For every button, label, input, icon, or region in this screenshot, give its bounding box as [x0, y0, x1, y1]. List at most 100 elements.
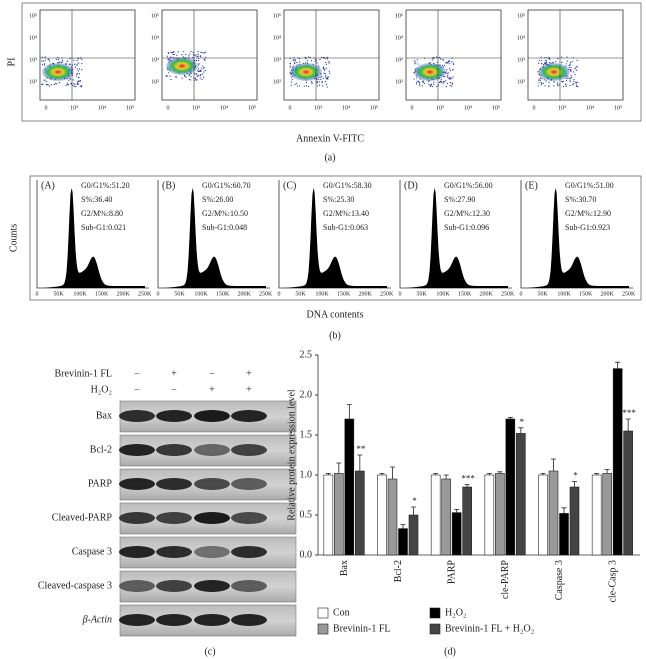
- event-dot: [417, 80, 419, 82]
- legend-label: Con: [333, 607, 350, 618]
- event-dot: [441, 59, 443, 61]
- event-dot: [548, 85, 550, 87]
- event-dot: [452, 62, 454, 64]
- event-dot: [575, 81, 577, 83]
- blot-band: [119, 512, 155, 524]
- y-tick-label: 10²: [29, 79, 37, 85]
- event-dot: [165, 75, 168, 77]
- event-dot: [188, 74, 190, 76]
- event-dot: [170, 56, 172, 58]
- blot-band: [231, 444, 267, 456]
- event-dot: [570, 75, 572, 77]
- event-dot: [57, 62, 59, 64]
- bar: [505, 418, 516, 556]
- scatter-plot: [283, 9, 380, 101]
- event-dot: [204, 69, 206, 72]
- event-dot: [328, 61, 330, 63]
- event-dot: [574, 68, 576, 70]
- y-tick-label: 10⁵: [395, 13, 403, 19]
- bar: [398, 528, 408, 556]
- event-dot: [327, 78, 329, 80]
- bar: [516, 433, 526, 556]
- event-dot: [197, 55, 199, 57]
- error-bar: [379, 473, 385, 475]
- event-dot: [318, 78, 320, 81]
- event-dot: [573, 80, 575, 83]
- event-dot: [61, 61, 64, 63]
- histogram: [43, 188, 145, 288]
- event-dot: [199, 55, 202, 57]
- treatment-sign: −: [134, 384, 140, 395]
- event-dot: [577, 86, 579, 88]
- event-dot: [181, 54, 183, 56]
- event-dot: [451, 85, 453, 87]
- event-dot: [415, 61, 417, 64]
- event-dot: [443, 81, 445, 83]
- event-dot: [195, 79, 198, 81]
- error-bar: [518, 427, 524, 434]
- event-dot: [42, 83, 44, 85]
- event-dot: [188, 78, 190, 81]
- event-dot: [76, 63, 78, 65]
- event-dot: [417, 63, 419, 65]
- event-dot: [321, 82, 323, 84]
- event-dot: [575, 67, 577, 69]
- x-tick-label: 50K: [53, 291, 64, 297]
- x-axis-label: Annexin V-FITC: [296, 133, 364, 144]
- event-dot: [73, 85, 75, 87]
- event-dot: [324, 76, 327, 78]
- event-dot: [567, 76, 569, 78]
- event-dot: [414, 63, 416, 65]
- event-dot: [429, 84, 431, 86]
- event-dot: [574, 74, 576, 76]
- x-tick-label: 10⁴: [342, 105, 350, 111]
- event-dot: [195, 73, 197, 75]
- event-dot: [431, 59, 433, 61]
- bar: [591, 474, 602, 556]
- event-dot: [171, 51, 173, 54]
- event-dot: [421, 85, 424, 87]
- event-dot: [59, 61, 61, 63]
- blot-band: [194, 478, 230, 490]
- error-bar: [411, 506, 416, 515]
- event-dot: [76, 64, 78, 66]
- panel-a-frame: [21, 2, 642, 122]
- event-dot: [570, 67, 572, 69]
- event-dot: [562, 86, 565, 88]
- event-dot: [556, 83, 559, 85]
- event-dot: [294, 63, 296, 65]
- event-dot: [68, 79, 70, 81]
- event-dot: [72, 84, 74, 86]
- x-tick-label: 10³: [314, 105, 322, 111]
- legend-swatch: [429, 623, 441, 635]
- y-tick-label: 0.0: [300, 549, 313, 560]
- event-dot: [324, 73, 327, 75]
- event-dot: [78, 62, 80, 64]
- event-dot: [81, 63, 83, 65]
- event-dot: [569, 69, 571, 71]
- stat-text: Sub-G1:0.063: [323, 223, 368, 232]
- bar: [355, 470, 365, 556]
- event-dot: [416, 77, 418, 79]
- event-dot: [197, 70, 200, 73]
- event-dot: [544, 85, 546, 87]
- x-tick-label: 50K: [174, 291, 185, 297]
- event-dot: [576, 59, 578, 61]
- error-bar: [551, 458, 556, 471]
- event-dot: [445, 86, 447, 88]
- x-tick-label: cle-PARP: [500, 560, 511, 600]
- blot-band: [119, 546, 155, 558]
- event-dot: [452, 69, 454, 71]
- error-bar: [594, 473, 600, 475]
- event-dot: [81, 69, 83, 71]
- event-dot: [540, 81, 542, 83]
- event-dot: [44, 59, 46, 61]
- plot-label: (B): [162, 180, 175, 191]
- event-dot: [58, 82, 61, 84]
- event-dot: [200, 51, 202, 53]
- blot-band: [231, 410, 267, 422]
- x-tick-label: 0: [289, 105, 292, 111]
- blot-band: [119, 478, 155, 490]
- event-dot: [197, 50, 199, 52]
- event-dot: [449, 82, 452, 84]
